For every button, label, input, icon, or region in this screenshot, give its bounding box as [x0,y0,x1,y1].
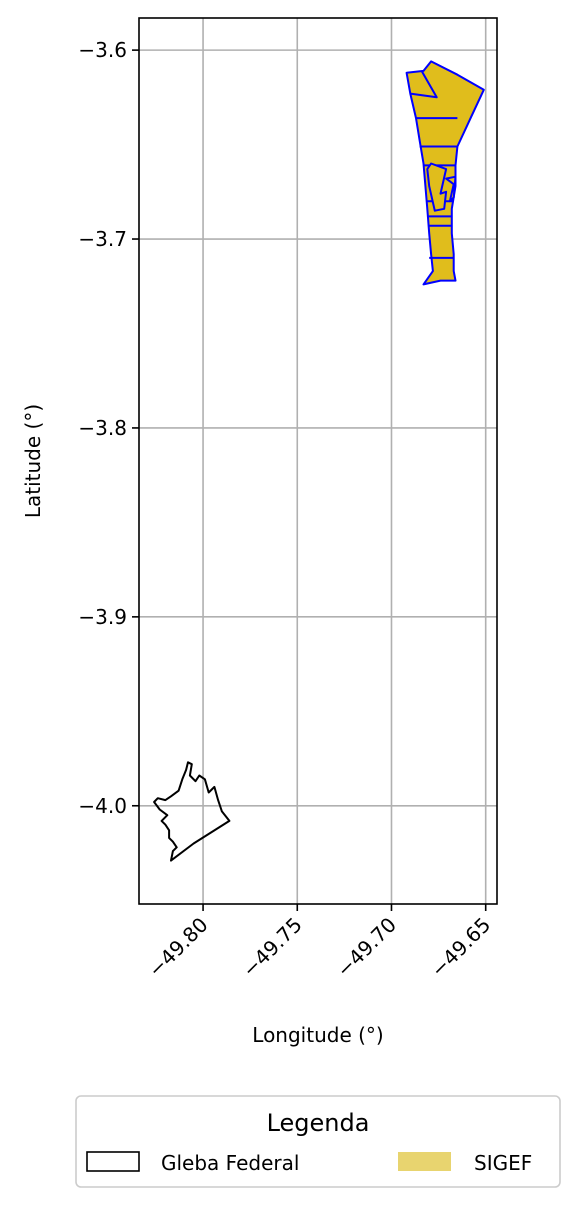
y-tick-label: −3.9 [78,605,127,629]
legend-swatch-gleba [86,1151,140,1172]
sigef-parcel-boundary [410,70,438,99]
y-tick-label: −3.7 [78,227,127,251]
y-tick-label: −3.6 [78,38,127,62]
plot-frame [138,17,498,905]
legend-label-sigef: SIGEF [474,1151,532,1175]
y-tick-label: −3.8 [78,416,127,440]
x-tick-label: −49.80 [143,913,212,982]
legend-label-gleba: Gleba Federal [161,1151,299,1175]
x-tick-label: −49.65 [426,913,495,982]
legend: Legenda Gleba Federal SIGEF [75,1095,561,1188]
sigef-parcel [426,162,448,212]
y-tick-label: −4.0 [78,794,127,818]
map-data [153,60,485,862]
legend-title: Legenda [267,1109,370,1137]
y-axis-label: Latitude (°) [21,404,45,518]
x-axis-label: Longitude (°) [252,1023,383,1047]
x-tick-label: −49.75 [238,913,307,982]
sigef-parcel [445,175,457,203]
x-tick-label: −49.70 [332,913,401,982]
grid-lines [139,18,497,904]
gleba-federal-polygon [153,761,231,862]
legend-swatch-sigef [398,1152,451,1171]
